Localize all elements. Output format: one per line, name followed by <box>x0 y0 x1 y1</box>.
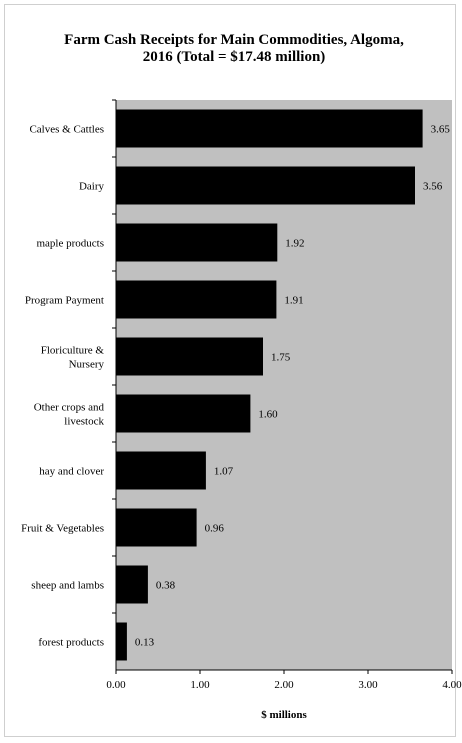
category-label: Program Payment <box>25 295 104 307</box>
bar <box>116 508 197 547</box>
bar-value-label: 1.91 <box>284 295 303 307</box>
bar-value-label: 1.60 <box>258 409 278 421</box>
y-axis <box>112 99 117 670</box>
chart-title-line-2: 2016 (Total = $17.48 million) <box>143 49 326 65</box>
bar <box>116 223 278 262</box>
category-label: Dairy <box>79 181 105 193</box>
x-tick-label: 0.00 <box>106 679 126 691</box>
bar <box>116 337 263 376</box>
category-label: Fruit & Vegetables <box>21 523 104 535</box>
x-tick-label: 4.00 <box>442 679 462 691</box>
bar <box>116 280 277 319</box>
category-label: Calves & Cattles <box>29 124 104 136</box>
bar-value-label: 0.13 <box>135 637 155 649</box>
bar <box>116 109 423 148</box>
category-label: hay and clover <box>39 466 104 478</box>
x-axis-title: $ millions <box>261 709 307 721</box>
category-label: livestock <box>64 416 104 428</box>
bar <box>116 451 206 490</box>
bar-value-label: 1.07 <box>214 466 234 478</box>
bar <box>116 565 148 604</box>
bar-value-label: 3.56 <box>423 181 443 193</box>
bar-value-label: 1.75 <box>271 352 291 364</box>
x-tick-label: 1.00 <box>190 679 210 691</box>
bar <box>116 622 127 661</box>
category-label: sheep and lambs <box>31 580 104 592</box>
bar-value-label: 1.92 <box>285 238 304 250</box>
chart-title-line-1: Farm Cash Receipts for Main Commodities,… <box>64 32 404 48</box>
category-label: forest products <box>38 637 104 649</box>
value-labels: 3.65 3.56 1.92 1.91 1.75 1.60 1.07 0.96 0.38 0.13 <box>135 124 450 649</box>
x-tick-label: 2.00 <box>274 679 294 691</box>
bar <box>116 394 251 433</box>
bar <box>116 166 415 205</box>
category-label: Floriculture & <box>41 345 105 357</box>
x-tick-label: 3.00 <box>358 679 378 691</box>
bar-value-label: 0.38 <box>156 580 176 592</box>
category-labels: Calves & Cattles Dairy maple products Progr… <box>21 124 104 649</box>
bar-value-label: 3.65 <box>431 124 451 136</box>
chart-title: Farm Cash Receipts for Main Commodities,… <box>64 32 404 65</box>
bar-value-label: 0.96 <box>205 523 225 535</box>
bars <box>116 109 423 661</box>
category-label: maple products <box>36 238 104 250</box>
category-label: Other crops and <box>34 402 105 414</box>
x-axis: 0.00 1.00 2.00 3.00 4.00 <box>106 669 462 691</box>
category-label: Nursery <box>69 359 105 371</box>
